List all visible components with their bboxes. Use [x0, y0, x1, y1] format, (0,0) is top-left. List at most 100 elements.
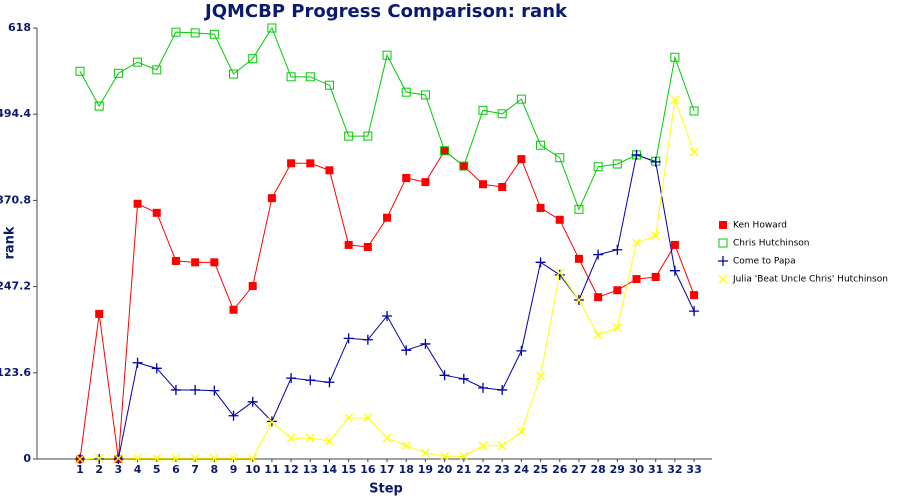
data-point	[113, 68, 123, 78]
data-point	[402, 173, 411, 182]
data-point	[305, 375, 316, 386]
data-point	[94, 453, 104, 463]
data-point	[325, 436, 334, 446]
x-tick-label: 25	[533, 463, 548, 476]
x-tick-label: 3	[115, 463, 123, 476]
data-point	[382, 311, 393, 322]
data-point	[382, 50, 392, 60]
data-point	[516, 94, 526, 104]
x-tick-label: 30	[629, 463, 645, 476]
data-point	[689, 306, 700, 317]
data-point	[459, 451, 469, 461]
data-point	[383, 213, 392, 222]
data-point	[305, 433, 315, 443]
legend-label: Ken Howard	[733, 221, 787, 231]
data-point	[497, 384, 508, 395]
data-point	[267, 194, 276, 203]
data-point	[248, 453, 258, 463]
x-tick-label: 18	[399, 463, 414, 476]
x-tick-label: 9	[230, 463, 238, 476]
data-point	[362, 334, 373, 345]
data-point	[152, 208, 161, 217]
data-point	[209, 385, 220, 396]
x-tick-label: 27	[571, 463, 586, 476]
data-point	[536, 140, 546, 150]
data-point	[498, 183, 507, 192]
chart-title: JQMCBP Progress Comparison: rank	[203, 1, 568, 22]
x-tick-label: 22	[475, 463, 490, 476]
data-point	[286, 433, 296, 443]
data-point	[401, 87, 411, 97]
data-point	[478, 180, 487, 189]
x-tick-label: 6	[172, 463, 180, 476]
data-point	[555, 153, 565, 163]
data-point	[535, 257, 546, 268]
data-point	[440, 451, 450, 461]
x-tick-label: 31	[648, 463, 663, 476]
x-tick-label: 4	[134, 463, 142, 476]
data-point	[689, 147, 699, 157]
x-tick-label: 33	[686, 463, 701, 476]
data-point	[536, 203, 545, 212]
x-tick-label: 1	[76, 463, 84, 476]
data-point	[152, 453, 162, 463]
data-point	[267, 417, 277, 427]
x-tick-label: 20	[437, 463, 453, 476]
x-tick-label: 8	[211, 463, 219, 476]
data-point	[344, 240, 353, 249]
data-point	[267, 23, 277, 33]
x-tick-label: 32	[667, 463, 682, 476]
data-point	[190, 384, 201, 395]
x-tick-label: 28	[590, 463, 605, 476]
data-point	[593, 162, 603, 172]
legend-label: Chris Hutchinson	[733, 239, 810, 249]
data-point	[670, 95, 680, 105]
data-point	[95, 309, 104, 318]
data-point	[229, 453, 238, 463]
data-point	[612, 244, 623, 255]
data-point	[229, 305, 238, 314]
data-point	[421, 178, 430, 187]
data-point	[497, 441, 507, 451]
data-point	[669, 265, 680, 276]
data-point	[363, 131, 373, 141]
x-tick-label: 11	[264, 463, 279, 476]
x-tick-label: 17	[379, 463, 394, 476]
data-point	[152, 65, 162, 75]
data-point	[133, 453, 143, 463]
data-point	[439, 370, 450, 381]
data-point	[497, 109, 507, 119]
data-point	[670, 240, 679, 249]
data-point	[287, 159, 296, 168]
x-tick-label: 12	[283, 463, 298, 476]
data-point	[343, 333, 354, 344]
data-point	[650, 156, 661, 167]
data-point	[612, 159, 622, 169]
y-axis-label: rank	[3, 226, 18, 259]
data-point	[477, 382, 488, 393]
data-point	[363, 413, 373, 423]
x-tick-label: 24	[514, 463, 530, 476]
x-tick-label: 2	[95, 463, 103, 476]
data-point	[478, 105, 488, 115]
data-point	[536, 371, 546, 381]
data-point	[344, 413, 354, 423]
legend-marker	[718, 256, 728, 266]
data-point	[401, 441, 411, 451]
data-point	[171, 27, 181, 37]
legend-label: Come to Papa	[733, 257, 796, 267]
x-tick-label: 14	[322, 463, 338, 476]
data-point	[517, 155, 526, 164]
data-point	[516, 427, 526, 437]
legend-marker	[718, 238, 728, 248]
data-point	[401, 345, 412, 356]
data-point	[324, 377, 335, 388]
data-point	[420, 338, 431, 349]
data-point	[554, 269, 565, 280]
data-point	[191, 258, 200, 267]
data-point	[670, 52, 680, 62]
x-tick-label: 7	[191, 463, 199, 476]
data-point	[632, 238, 641, 248]
data-point	[613, 286, 622, 295]
